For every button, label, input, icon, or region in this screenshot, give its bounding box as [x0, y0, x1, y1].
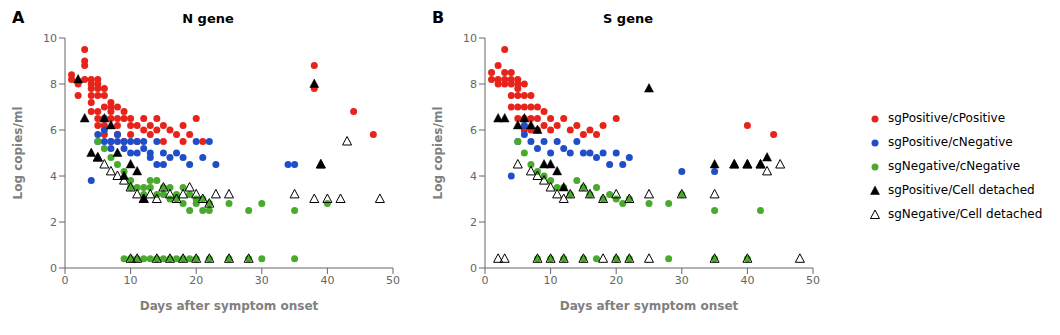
html-text:A: A — [12, 8, 25, 27]
svg-text:Days after symptom onset: Days after symptom onset — [560, 299, 739, 313]
svg-text:0: 0 — [50, 262, 57, 275]
html-text:sgPositive/cPositive: sgPositive/cPositive — [888, 110, 1005, 125]
html-text:sgPositive/cNegative: sgPositive/cNegative — [888, 134, 1013, 149]
html-text:B: B — [432, 8, 445, 27]
svg-text:2: 2 — [50, 216, 57, 229]
svg-text:50: 50 — [806, 274, 820, 287]
html-text:sgPositive/Cell detached: sgPositive/Cell detached — [888, 182, 1035, 197]
svg-text:Days after symptom onset: Days after symptom onset — [140, 299, 319, 313]
svg-text:50: 50 — [386, 274, 400, 287]
svg-text:10: 10 — [463, 32, 477, 45]
svg-text:20: 20 — [609, 274, 623, 287]
svg-text:Log copies/ml: Log copies/ml — [431, 107, 445, 200]
svg-text:40: 40 — [320, 274, 334, 287]
svg-text:0: 0 — [470, 262, 477, 275]
svg-text:Log copies/ml: Log copies/ml — [11, 107, 25, 200]
svg-text:20: 20 — [189, 274, 203, 287]
html-text:N gene: N gene — [182, 11, 234, 26]
svg-text:2: 2 — [470, 216, 477, 229]
html-text:sgNegative/cNegative: sgNegative/cNegative — [888, 158, 1021, 173]
svg-text:6: 6 — [470, 124, 477, 137]
svg-text:0: 0 — [62, 274, 69, 287]
svg-text:8: 8 — [470, 78, 477, 91]
svg-text:30: 30 — [255, 274, 269, 287]
svg-text:6: 6 — [50, 124, 57, 137]
svg-text:0: 0 — [482, 274, 489, 287]
svg-text:30: 30 — [675, 274, 689, 287]
svg-text:40: 40 — [740, 274, 754, 287]
html-text:S gene: S gene — [603, 11, 653, 26]
svg-text:4: 4 — [50, 170, 57, 183]
svg-text:10: 10 — [124, 274, 138, 287]
html-text:sgNegative/Cell detached: sgNegative/Cell detached — [888, 206, 1043, 221]
svg-text:8: 8 — [50, 78, 57, 91]
svg-text:10: 10 — [43, 32, 57, 45]
svg-text:10: 10 — [544, 274, 558, 287]
svg-text:4: 4 — [470, 170, 477, 183]
